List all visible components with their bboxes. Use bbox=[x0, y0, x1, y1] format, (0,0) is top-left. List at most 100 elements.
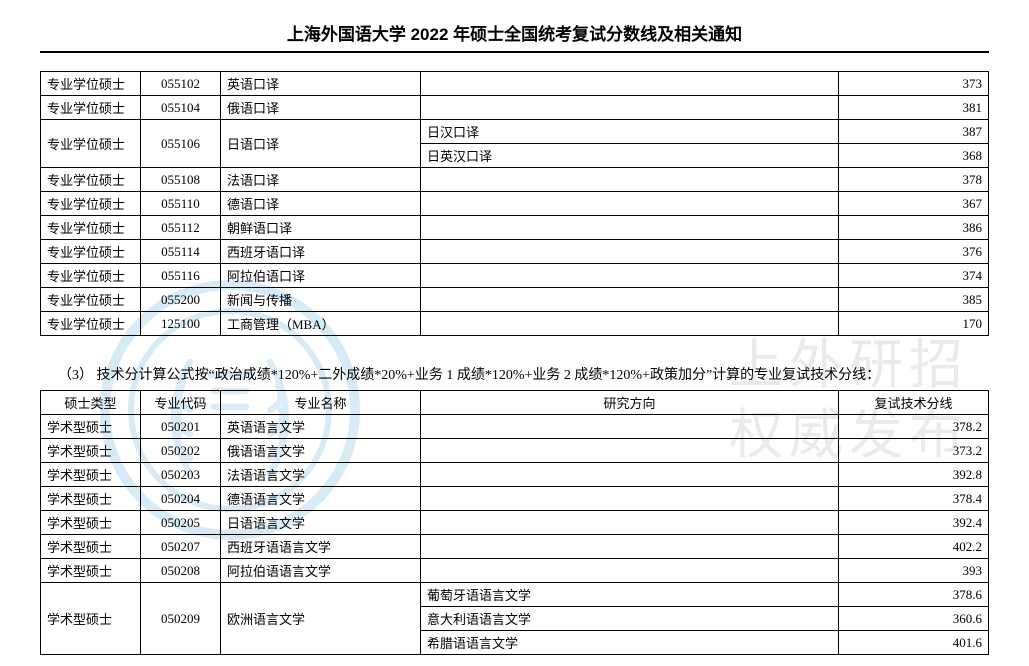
cell-name: 西班牙语语言文学 bbox=[221, 535, 421, 559]
table-row: 专业学位硕士 055102 英语口译 373 bbox=[41, 72, 989, 96]
cell-score: 378.2 bbox=[839, 415, 989, 439]
cell-dir bbox=[421, 511, 839, 535]
cell-dir bbox=[421, 559, 839, 583]
cell-name: 朝鲜语口译 bbox=[221, 216, 421, 240]
cell-code: 055104 bbox=[141, 96, 221, 120]
cell-dir bbox=[421, 72, 839, 96]
score-table-2: 硕士类型 专业代码 专业名称 研究方向 复试技术分线 学术型硕士 050201 … bbox=[40, 390, 989, 655]
cell-code: 050207 bbox=[141, 535, 221, 559]
cell-type: 学术型硕士 bbox=[41, 583, 141, 655]
cell-score: 378.6 bbox=[839, 583, 989, 607]
cell-code: 050204 bbox=[141, 487, 221, 511]
cell-name: 德语语言文学 bbox=[221, 487, 421, 511]
table-row: 专业学位硕士 125100 工商管理（MBA） 170 bbox=[41, 312, 989, 336]
cell-score: 378 bbox=[839, 168, 989, 192]
cell-code: 055200 bbox=[141, 288, 221, 312]
cell-score: 387 bbox=[839, 120, 989, 144]
cell-score: 393 bbox=[839, 559, 989, 583]
cell-code: 055106 bbox=[141, 120, 221, 168]
cell-name: 日语语言文学 bbox=[221, 511, 421, 535]
cell-dir bbox=[421, 240, 839, 264]
cell-type: 学术型硕士 bbox=[41, 535, 141, 559]
table-row: 专业学位硕士 055110 德语口译 367 bbox=[41, 192, 989, 216]
cell-type: 专业学位硕士 bbox=[41, 288, 141, 312]
cell-dir bbox=[421, 192, 839, 216]
table-row: 学术型硕士 050209 欧洲语言文学 葡萄牙语语言文学 378.6 bbox=[41, 583, 989, 607]
table-row: 学术型硕士 050202 俄语语言文学 373.2 bbox=[41, 439, 989, 463]
cell-name: 新闻与传播 bbox=[221, 288, 421, 312]
cell-name: 俄语语言文学 bbox=[221, 439, 421, 463]
table-row: 专业学位硕士 055104 俄语口译 381 bbox=[41, 96, 989, 120]
cell-code: 055112 bbox=[141, 216, 221, 240]
cell-dir bbox=[421, 216, 839, 240]
cell-type: 专业学位硕士 bbox=[41, 192, 141, 216]
table-row: 学术型硕士 050204 德语语言文学 378.4 bbox=[41, 487, 989, 511]
cell-type: 学术型硕士 bbox=[41, 415, 141, 439]
cell-code: 050208 bbox=[141, 559, 221, 583]
cell-dir bbox=[421, 463, 839, 487]
cell-dir bbox=[421, 415, 839, 439]
col-header-score: 复试技术分线 bbox=[839, 391, 989, 415]
cell-score: 402.2 bbox=[839, 535, 989, 559]
table-row: 专业学位硕士 055106 日语口译 日汉口译 387 bbox=[41, 120, 989, 144]
table-row: 专业学位硕士 055200 新闻与传播 385 bbox=[41, 288, 989, 312]
table-row: 专业学位硕士 055108 法语口译 378 bbox=[41, 168, 989, 192]
cell-dir bbox=[421, 535, 839, 559]
cell-code: 050201 bbox=[141, 415, 221, 439]
cell-score: 376 bbox=[839, 240, 989, 264]
cell-name: 俄语口译 bbox=[221, 96, 421, 120]
cell-score: 368 bbox=[839, 144, 989, 168]
cell-type: 专业学位硕士 bbox=[41, 216, 141, 240]
cell-name: 欧洲语言文学 bbox=[221, 583, 421, 655]
table-row: 学术型硕士 050205 日语语言文学 392.4 bbox=[41, 511, 989, 535]
cell-type: 学术型硕士 bbox=[41, 439, 141, 463]
cell-name: 英语语言文学 bbox=[221, 415, 421, 439]
score-table-1: 专业学位硕士 055102 英语口译 373 专业学位硕士 055104 俄语口… bbox=[40, 71, 989, 336]
cell-type: 专业学位硕士 bbox=[41, 72, 141, 96]
cell-type: 学术型硕士 bbox=[41, 463, 141, 487]
cell-score: 170 bbox=[839, 312, 989, 336]
table-row: 专业学位硕士 055114 西班牙语口译 376 bbox=[41, 240, 989, 264]
cell-name: 工商管理（MBA） bbox=[221, 312, 421, 336]
cell-score: 386 bbox=[839, 216, 989, 240]
cell-type: 专业学位硕士 bbox=[41, 264, 141, 288]
formula-note: （3） 技术分计算公式按“政治成绩*120%+二外成绩*20%+业务 1 成绩*… bbox=[58, 364, 989, 384]
cell-dir: 日英汉口译 bbox=[421, 144, 839, 168]
cell-score: 367 bbox=[839, 192, 989, 216]
cell-name: 英语口译 bbox=[221, 72, 421, 96]
cell-score: 401.6 bbox=[839, 631, 989, 655]
cell-score: 374 bbox=[839, 264, 989, 288]
col-header-code: 专业代码 bbox=[141, 391, 221, 415]
cell-type: 专业学位硕士 bbox=[41, 96, 141, 120]
cell-dir bbox=[421, 264, 839, 288]
cell-code: 055110 bbox=[141, 192, 221, 216]
cell-score: 360.6 bbox=[839, 607, 989, 631]
cell-dir bbox=[421, 439, 839, 463]
cell-code: 050202 bbox=[141, 439, 221, 463]
cell-score: 373 bbox=[839, 72, 989, 96]
cell-dir: 希腊语语言文学 bbox=[421, 631, 839, 655]
cell-dir bbox=[421, 96, 839, 120]
page-title: 上海外国语大学 2022 年硕士全国统考复试分数线及相关通知 bbox=[40, 20, 989, 53]
cell-code: 050209 bbox=[141, 583, 221, 655]
cell-type: 专业学位硕士 bbox=[41, 168, 141, 192]
table-row: 学术型硕士 050203 法语语言文学 392.8 bbox=[41, 463, 989, 487]
cell-name: 阿拉伯语口译 bbox=[221, 264, 421, 288]
cell-dir: 葡萄牙语语言文学 bbox=[421, 583, 839, 607]
cell-name: 西班牙语口译 bbox=[221, 240, 421, 264]
cell-type: 学术型硕士 bbox=[41, 487, 141, 511]
cell-score: 373.2 bbox=[839, 439, 989, 463]
table-row: 学术型硕士 050208 阿拉伯语语言文学 393 bbox=[41, 559, 989, 583]
cell-type: 专业学位硕士 bbox=[41, 312, 141, 336]
cell-code: 055102 bbox=[141, 72, 221, 96]
cell-dir bbox=[421, 487, 839, 511]
cell-type: 专业学位硕士 bbox=[41, 240, 141, 264]
cell-score: 385 bbox=[839, 288, 989, 312]
cell-name: 法语口译 bbox=[221, 168, 421, 192]
table-header-row: 硕士类型 专业代码 专业名称 研究方向 复试技术分线 bbox=[41, 391, 989, 415]
cell-dir: 日汉口译 bbox=[421, 120, 839, 144]
cell-dir bbox=[421, 168, 839, 192]
table-row: 学术型硕士 050207 西班牙语语言文学 402.2 bbox=[41, 535, 989, 559]
cell-score: 378.4 bbox=[839, 487, 989, 511]
cell-code: 055108 bbox=[141, 168, 221, 192]
